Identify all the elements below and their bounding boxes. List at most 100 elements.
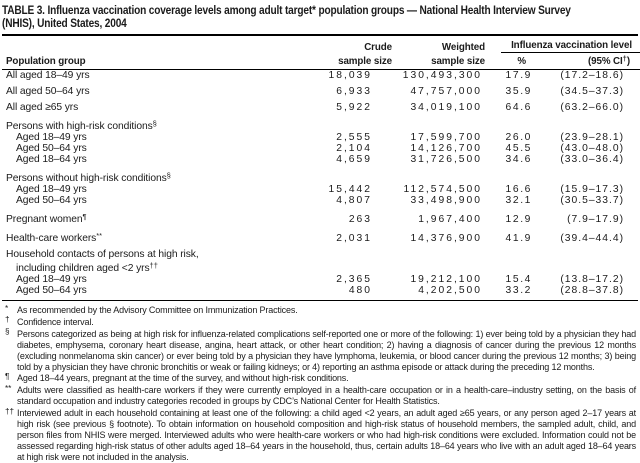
footnote-marker: ¶ — [5, 371, 10, 381]
table-row: All aged ≥65 yrs 5,922 34,019,100 64.6 (63.2… — [2, 97, 640, 113]
weighted-sample-size-cell: 130,493,300 — [402, 70, 482, 81]
table-row: Aged 18–64 yrs 4,659 31,726,500 34.6 (33.0–3… — [2, 154, 640, 165]
percent-cell — [485, 113, 534, 132]
percent-cell: 16.6 — [505, 184, 532, 195]
footnote-text: Persons categorized as being at high ris… — [17, 328, 636, 372]
footnote-marker: ** — [96, 231, 103, 240]
weighted-sample-size-cell: 34,019,100 — [410, 102, 482, 113]
percent-cell: 15.4 — [505, 274, 532, 285]
ci-cell: (15.9–17.3) — [560, 184, 625, 195]
crude-sample-size-cell: 480 — [348, 285, 372, 296]
crude-sample-size-cell: 2,555 — [336, 132, 372, 143]
header-percent: % — [485, 53, 534, 70]
weighted-sample-size-cell: 1,967,400 — [418, 214, 482, 225]
table-row: Aged 18–49 yrs 2,365 19,212,100 15.4 (13.8–1… — [2, 274, 640, 285]
percent-cell: 33.2 — [505, 285, 532, 296]
ci-cell: (30.5–33.7) — [560, 195, 625, 206]
ci-cell: (7.9–17.9) — [567, 214, 625, 225]
weighted-sample-size-cell: 112,574,500 — [403, 184, 482, 195]
population-cell: Household contacts of persons at high ri… — [6, 249, 199, 260]
crude-sample-size-cell — [284, 244, 392, 260]
header-spacer — [2, 36, 284, 53]
footnote-text: Adults were classified as health-care wo… — [17, 385, 636, 407]
population-cell: All aged 50–64 yrs — [6, 86, 90, 97]
weighted-sample-size-cell: 31,726,500 — [410, 154, 482, 165]
percent-cell: 34.6 — [505, 154, 532, 165]
population-cell: Persons with high-risk conditions§ — [6, 119, 157, 132]
group-header-row: Persons without high-risk conditions§ — [2, 165, 640, 184]
footnote-text: As recommended by the Advisory Committee… — [17, 305, 298, 315]
crude-sample-size-cell: 18,039 — [328, 70, 372, 81]
percent-cell — [485, 244, 534, 260]
header-weighted-line2: sample size — [392, 53, 485, 70]
population-cell: including children aged <2 yrs†† — [16, 261, 158, 274]
footnote-divider — [2, 300, 638, 301]
percent-cell — [485, 260, 534, 274]
table-row: Aged 18–49 yrs 15,442 112,574,500 16.6 (15.9… — [2, 184, 640, 195]
population-cell: Pregnant women¶ — [6, 212, 87, 225]
vaccination-coverage-table: Crude Weighted Influenza vaccination lev… — [2, 36, 640, 296]
header-crude-line2: sample size — [284, 53, 392, 70]
footnote-marker: § — [166, 171, 171, 180]
footnote-text: Confidence interval. — [17, 316, 94, 327]
weighted-sample-size-cell: 19,212,100 — [410, 274, 482, 285]
weighted-sample-size-cell — [392, 113, 485, 132]
header-ci: (95% CI†) — [534, 53, 640, 70]
ci-cell: (34.5–37.3) — [560, 86, 625, 97]
crude-sample-size-cell: 15,442 — [328, 184, 372, 195]
ci-cell: (13.8–17.2) — [560, 274, 625, 285]
population-cell: All aged ≥65 yrs — [6, 102, 79, 113]
footnote-marker: * — [5, 303, 9, 313]
crude-sample-size-cell: 263 — [348, 214, 372, 225]
footnote-marker: § — [5, 327, 10, 337]
weighted-sample-size-cell: 17,599,700 — [410, 132, 482, 143]
header-weighted-line1: Weighted — [441, 42, 485, 53]
population-cell: Health-care workers** — [6, 231, 103, 244]
ci-cell: (43.0–48.0) — [560, 143, 625, 154]
footnote-marker: † — [5, 315, 10, 325]
population-cell: Persons without high-risk conditions§ — [6, 171, 171, 184]
table-row: All aged 18–49 yrs 18,039 130,493,300 17.9 (… — [2, 70, 640, 82]
population-cell: All aged 18–49 yrs — [6, 70, 90, 81]
crude-sample-size-cell: 2,104 — [336, 143, 372, 154]
table-title-block: TABLE 3. Influenza vaccination coverage … — [2, 5, 638, 36]
ci-cell — [534, 244, 640, 260]
percent-cell — [485, 165, 534, 184]
crude-sample-size-cell: 5,922 — [336, 102, 372, 113]
header-influenza-vaccination-level: Influenza vaccination level — [485, 36, 640, 53]
ci-cell — [534, 165, 640, 184]
table-row: Pregnant women¶ 263 1,967,400 12.9 (7.9–17.9… — [2, 206, 640, 225]
percent-cell: 41.9 — [505, 233, 532, 244]
percent-cell: 26.0 — [505, 132, 532, 143]
footnote: †† Interviewed adult in each household co… — [4, 406, 636, 463]
header-population-group: Population group — [2, 53, 284, 70]
crude-sample-size-cell: 4,807 — [336, 195, 372, 206]
table-row: All aged 50–64 yrs 6,933 47,757,000 35.9 (34… — [2, 81, 640, 97]
percent-cell: 12.9 — [505, 214, 532, 225]
weighted-sample-size-cell: 33,498,900 — [410, 195, 482, 206]
table-row: Aged 18–49 yrs 2,555 17,599,700 26.0 (23.9–2… — [2, 132, 640, 143]
ci-cell: (28.8–37.8) — [560, 285, 625, 296]
table-body: All aged 18–49 yrs 18,039 130,493,300 17.9 (… — [2, 70, 640, 296]
crude-sample-size-cell: 4,659 — [336, 154, 372, 165]
table-row: Aged 50–64 yrs 2,104 14,126,700 45.5 (43.0–4… — [2, 143, 640, 154]
footnote-text: Interviewed adult in each household cont… — [17, 408, 636, 462]
footnote-marker: †† — [5, 406, 15, 416]
population-cell: Aged 18–49 yrs — [16, 132, 87, 143]
population-cell: Aged 18–64 yrs — [16, 154, 87, 165]
weighted-sample-size-cell: 4,202,500 — [418, 285, 482, 296]
weighted-sample-size-cell: 47,757,000 — [410, 86, 482, 97]
crude-sample-size-cell — [284, 113, 392, 132]
footnote: ¶ Aged 18–44 years, pregnant at the time … — [4, 371, 636, 384]
table-row: Aged 50–64 yrs 480 4,202,500 33.2 (28.8–37.8… — [2, 285, 640, 296]
crude-sample-size-cell — [284, 260, 392, 274]
table-row: Aged 50–64 yrs 4,807 33,498,900 32.1 (30.5–3… — [2, 195, 640, 206]
ci-cell — [534, 260, 640, 274]
weighted-sample-size-cell: 14,376,900 — [410, 233, 482, 244]
footnote-marker: ** — [5, 383, 12, 393]
ci-cell: (63.2–66.0) — [560, 102, 625, 113]
ci-cell — [534, 113, 640, 132]
crude-sample-size-cell: 2,031 — [336, 233, 372, 244]
population-cell: Aged 18–49 yrs — [16, 274, 87, 285]
